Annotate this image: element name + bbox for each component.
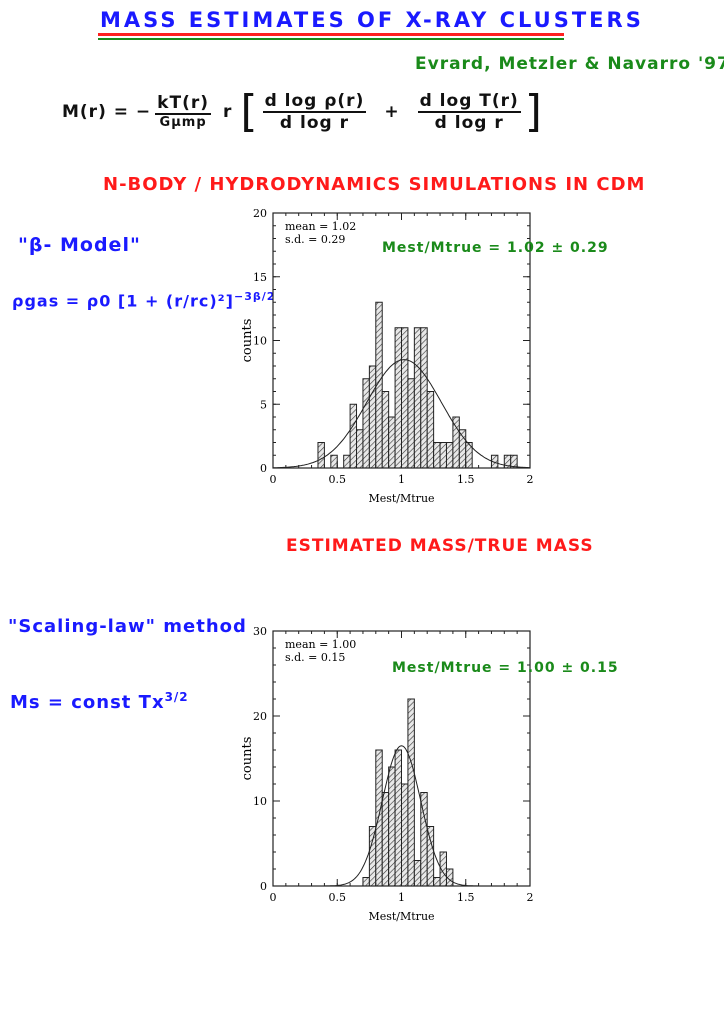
histogram-bar: [413, 327, 422, 469]
histogram-bar: [388, 766, 396, 887]
histogram-bar: [439, 442, 447, 469]
formula-r: r: [223, 101, 233, 122]
formula-frac-t: d log T(r) d log r: [417, 90, 521, 133]
histogram-bar: [420, 327, 428, 469]
x-tick-label: 0.5: [329, 891, 347, 904]
bracket-close: ]: [524, 86, 543, 137]
histogram-bar: [401, 783, 409, 887]
histogram-bar: [407, 378, 415, 469]
histogram-bar: [388, 416, 396, 469]
annotation-beta: Mest/Mtrue = 1.02 ± 0.29: [382, 240, 609, 256]
x-tick-label: 1.5: [457, 473, 475, 486]
stats-text: s.d. = 0.29: [285, 233, 345, 246]
histogram-bar: [362, 378, 370, 469]
page-title: MASS ESTIMATES OF X-RAY CLUSTERS: [100, 8, 644, 32]
stats-text: s.d. = 0.15: [285, 651, 345, 664]
histogram-bar: [433, 442, 441, 469]
scaling-law-equation: Ms = const Tx3/2: [10, 690, 189, 713]
histogram-bar: [401, 327, 409, 469]
formula-frac-kt: kT(r) Gμmp: [155, 93, 211, 130]
y-tick-label: 20: [253, 710, 267, 723]
y-axis-label: counts: [240, 737, 255, 781]
x-tick-label: 2: [527, 473, 534, 486]
histogram-bar: [426, 391, 435, 469]
frac-den: Gμmp: [159, 115, 207, 130]
histogram-bar: [368, 826, 377, 887]
histogram-bar: [356, 429, 364, 469]
histogram-bar: [368, 365, 377, 469]
y-tick-label: 20: [253, 207, 267, 220]
frac-num: kT(r): [155, 93, 211, 115]
reference-citation: Evrard, Metzler & Navarro '97: [415, 54, 724, 74]
x-tick-label: 2: [527, 891, 534, 904]
title-underline-red: [98, 33, 564, 36]
frac-den: d log r: [279, 112, 349, 133]
frac-den: d log r: [434, 112, 504, 133]
y-tick-label: 30: [253, 625, 267, 638]
histogram-bar: [375, 749, 383, 887]
histogram-bar: [330, 454, 338, 469]
histogram-bar: [433, 877, 441, 887]
y-tick-label: 10: [253, 795, 267, 808]
histogram-bar: [452, 416, 460, 469]
y-axis-label: counts: [240, 319, 255, 363]
mid-caption: ESTIMATED MASS/TRUE MASS: [286, 536, 594, 556]
formula-lhs: M(r) = −: [62, 101, 152, 122]
stats-text: mean = 1.02: [285, 220, 356, 233]
beta-model-label: "β- Model": [18, 234, 141, 256]
x-tick-label: 0: [270, 473, 277, 486]
equation-text: Ms = const Tx: [10, 692, 165, 713]
histogram-bar: [381, 391, 390, 469]
mass-formula: M(r) = − kT(r) Gμmp r [ d log ρ(r) d log r…: [62, 86, 543, 137]
gaussian-fit-curve: [272, 359, 530, 469]
histogram-bar: [445, 442, 454, 469]
x-tick-label: 1.5: [457, 891, 475, 904]
x-tick-label: 1: [398, 891, 405, 904]
histogram-bar: [394, 749, 402, 887]
histogram-bar: [413, 860, 422, 887]
scaling-law-label: "Scaling-law" method: [8, 616, 247, 637]
histogram-bar: [458, 429, 467, 469]
x-tick-label: 1: [398, 473, 405, 486]
equation-text: ρgas = ρ0 [1 + (r/rc)²]: [12, 291, 234, 311]
bracket-open: [: [240, 86, 259, 137]
histogram-bar: [317, 442, 325, 469]
histogram-bar: [362, 877, 370, 887]
y-tick-label: 0: [260, 880, 267, 893]
y-tick-label: 15: [253, 271, 267, 284]
x-tick-label: 0: [270, 891, 277, 904]
equation-exponent: 3/2: [164, 690, 189, 704]
x-axis-label: Mest/Mtrue: [368, 492, 434, 505]
title-underline-green: [98, 38, 564, 40]
histogram-bar: [381, 792, 390, 887]
histogram-bar: [349, 403, 358, 469]
formula-plus: +: [384, 101, 400, 122]
frac-num: d log ρ(r): [262, 90, 367, 113]
histogram-bar: [426, 826, 435, 887]
annotation-scaling: Mest/Mtrue = 1.00 ± 0.15: [392, 660, 619, 676]
x-tick-label: 0.5: [329, 473, 347, 486]
equation-exponent: −3β/2: [233, 290, 276, 303]
y-tick-label: 0: [260, 462, 267, 475]
formula-frac-rho: d log ρ(r) d log r: [262, 90, 367, 133]
section1-heading: N-BODY / HYDRODYNAMICS SIMULATIONS IN CD…: [103, 174, 646, 195]
frac-num: d log T(r): [417, 90, 521, 113]
stats-text: mean = 1.00: [285, 638, 356, 651]
histogram-bar: [394, 327, 402, 469]
histogram-bar: [343, 454, 351, 469]
y-tick-label: 5: [260, 398, 267, 411]
x-axis-label: Mest/Mtrue: [368, 910, 434, 923]
y-tick-label: 10: [253, 335, 267, 348]
histogram-bar: [407, 698, 415, 887]
beta-model-equation: ρgas = ρ0 [1 + (r/rc)²]−3β/2: [12, 290, 275, 310]
